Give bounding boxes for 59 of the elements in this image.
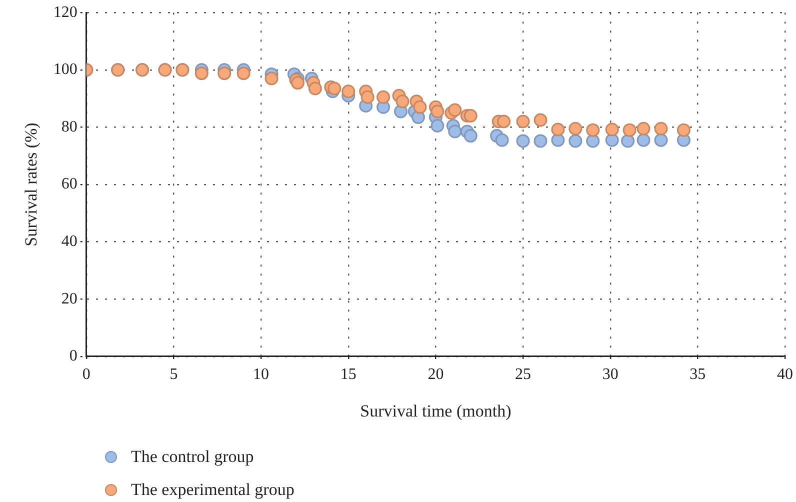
point (516, 134, 530, 148)
point (308, 82, 322, 96)
point (654, 122, 668, 136)
point (622, 123, 636, 137)
x-tick-label: 40 (777, 366, 793, 384)
point (448, 103, 462, 117)
y-tick-label: 80 (61, 118, 78, 136)
point (534, 113, 548, 127)
point (621, 134, 635, 148)
point (396, 94, 410, 108)
point (551, 122, 565, 136)
x-tick-label: 20 (428, 366, 444, 384)
point (464, 108, 478, 122)
x-tick-label: 30 (602, 366, 618, 384)
point (636, 133, 650, 147)
point (586, 134, 600, 148)
x-tick-label: 15 (340, 366, 356, 384)
point (551, 133, 565, 147)
point (448, 124, 462, 138)
point (194, 66, 208, 80)
point (376, 90, 390, 104)
point (413, 100, 427, 114)
y-axis-title: Survival rates (%) (22, 122, 41, 246)
x-tick-label: 5 (170, 366, 178, 384)
y-tick-label: 60 (61, 176, 78, 193)
point (495, 133, 509, 147)
point (497, 114, 511, 128)
point (568, 134, 582, 148)
point (290, 76, 304, 90)
point (568, 122, 582, 136)
y-tick-label: 0 (69, 348, 78, 365)
point (636, 122, 650, 136)
point (605, 122, 619, 136)
x-tick-label: 10 (253, 366, 270, 384)
x-tick-label: 35 (690, 366, 706, 384)
point (676, 123, 690, 137)
point (236, 66, 250, 80)
point (464, 129, 478, 143)
point (218, 66, 232, 80)
y-tick-label: 20 (61, 290, 78, 308)
point (516, 114, 530, 128)
x-tick-label: 25 (515, 366, 532, 384)
point (360, 90, 374, 104)
point (534, 134, 548, 148)
y-tick-label: 100 (53, 61, 78, 78)
legend-label: The control group (131, 446, 254, 466)
point (328, 82, 342, 96)
point (430, 119, 444, 133)
legend-label: The experimental group (131, 480, 294, 500)
point (586, 123, 600, 137)
point (264, 72, 278, 86)
x-axis-title: Survival time (month) (360, 401, 512, 420)
point (605, 133, 619, 147)
x-tick-label: 0 (82, 366, 90, 384)
point (342, 84, 356, 98)
point (430, 104, 444, 118)
y-tick-label: 40 (61, 233, 78, 250)
y-tick-label: 120 (53, 4, 78, 21)
point (654, 133, 668, 147)
